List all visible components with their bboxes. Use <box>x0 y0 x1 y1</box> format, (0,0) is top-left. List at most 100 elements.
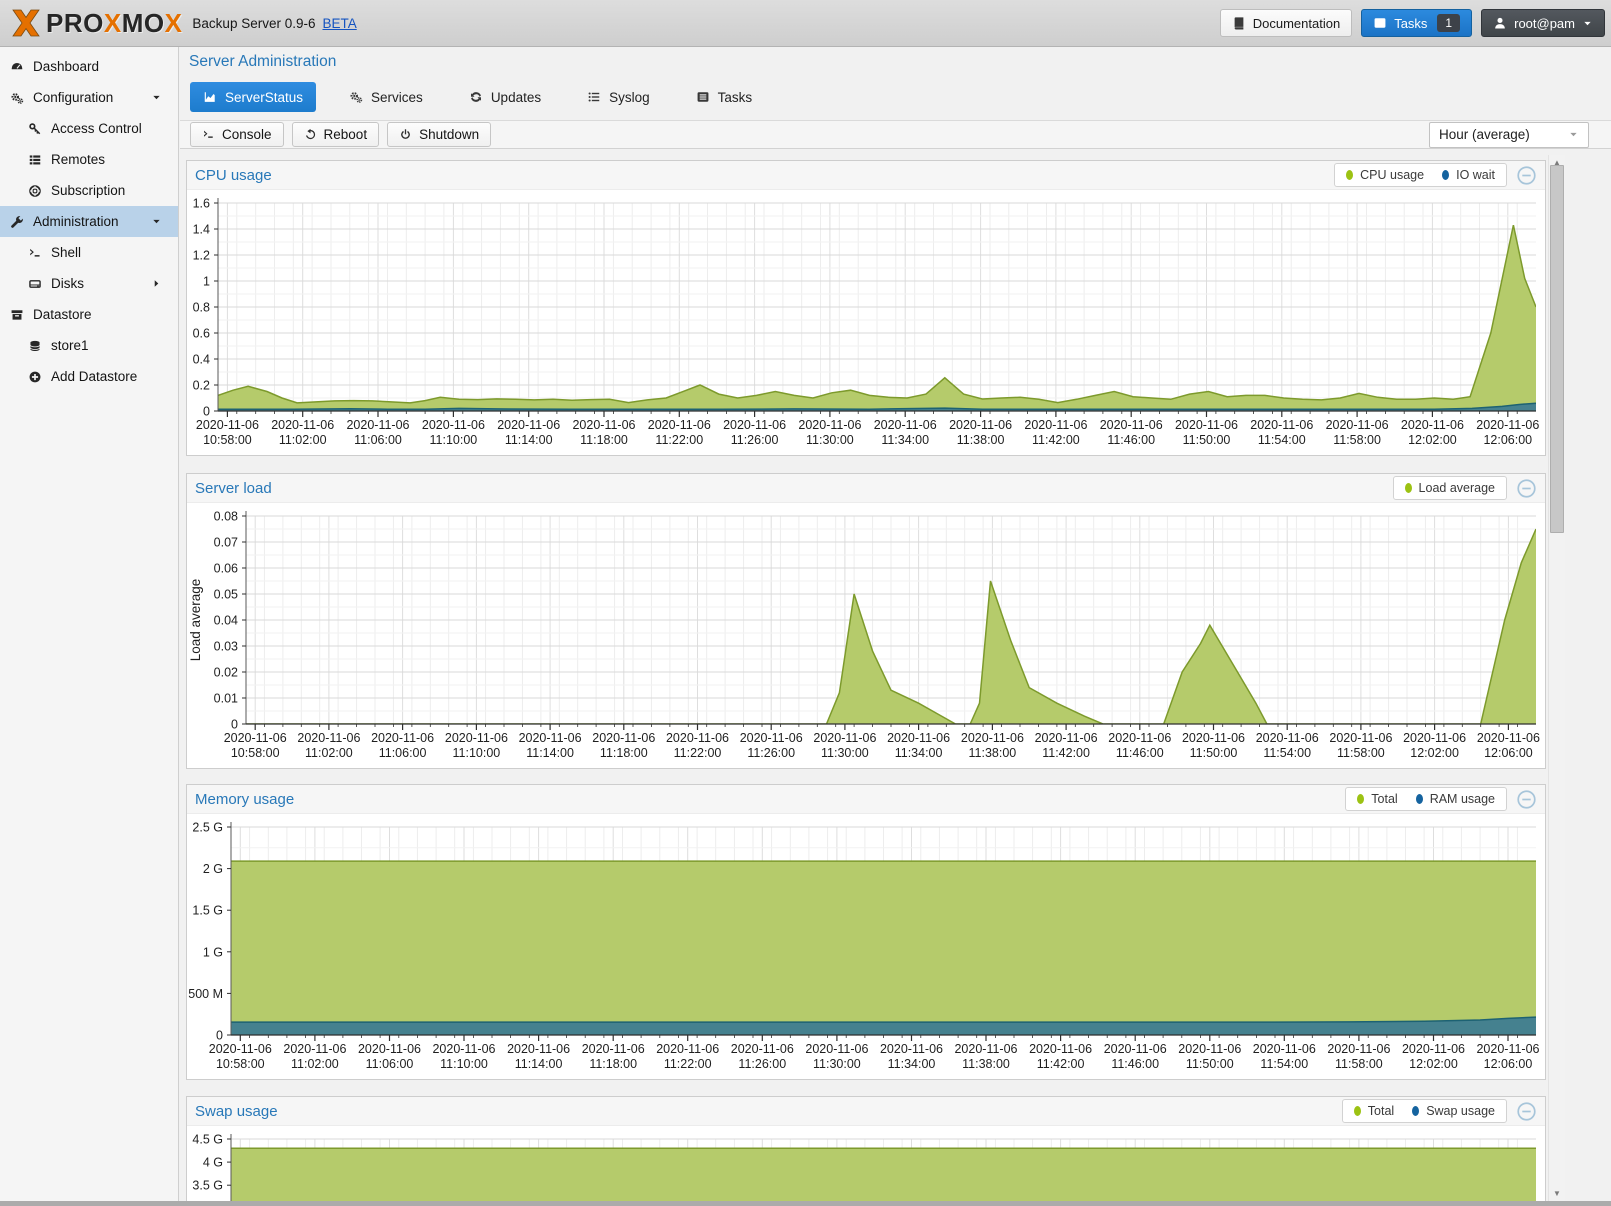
svg-text:11:34:00: 11:34:00 <box>881 433 929 447</box>
legend-item-io-wait[interactable]: IO wait <box>1442 168 1495 182</box>
power-icon <box>401 129 410 139</box>
svg-text:2020-11-06: 2020-11-06 <box>1175 418 1238 432</box>
window-bottom-edge <box>0 1201 1611 1206</box>
product-version: Backup Server 0.9-6 <box>192 15 316 31</box>
user-menu-button[interactable]: root@pam <box>1481 9 1605 37</box>
svg-text:2020-11-06: 2020-11-06 <box>805 1042 868 1056</box>
legend-dot <box>1357 794 1365 804</box>
sidebar-item-subscription[interactable]: Subscription <box>0 175 178 206</box>
beta-link[interactable]: BETA <box>322 15 357 31</box>
sidebar-item-administration[interactable]: Administration <box>0 206 178 237</box>
legend-dot <box>1412 1106 1420 1116</box>
svg-text:11:54:00: 11:54:00 <box>1263 746 1311 760</box>
svg-text:12:06:00: 12:06:00 <box>1483 433 1532 447</box>
svg-text:11:38:00: 11:38:00 <box>969 746 1017 760</box>
tasks-button[interactable]: Tasks 1 <box>1361 9 1473 37</box>
svg-text:11:42:00: 11:42:00 <box>1042 746 1090 760</box>
svg-text:12:06:00: 12:06:00 <box>1484 1057 1533 1071</box>
svg-text:2020-11-06: 2020-11-06 <box>519 731 582 745</box>
documentation-button[interactable]: Documentation <box>1219 9 1353 37</box>
svg-text:12:06:00: 12:06:00 <box>1484 746 1533 760</box>
swap-usage-panel-header: Swap usage Total Swap usage <box>187 1097 1545 1126</box>
svg-text:500 M: 500 M <box>188 987 223 1001</box>
timeframe-select[interactable]: Hour (average) <box>1429 121 1589 148</box>
vertical-scrollbar[interactable]: ▲ ▼ <box>1548 155 1565 1201</box>
svg-text:3.5 G: 3.5 G <box>192 1179 223 1193</box>
console-button[interactable]: Console <box>190 122 284 147</box>
shutdown-button[interactable]: Shutdown <box>387 122 492 147</box>
legend-item-total[interactable]: Total <box>1353 1104 1395 1118</box>
svg-text:2020-11-06: 2020-11-06 <box>1108 731 1171 745</box>
collapse-panel-icon[interactable] <box>1516 165 1537 186</box>
collapse-panel-icon[interactable] <box>1516 1101 1537 1122</box>
svg-text:0.02: 0.02 <box>214 666 238 680</box>
legend-label: Total <box>1367 1104 1395 1118</box>
legend-item-swap-usage[interactable]: Swap usage <box>1412 1104 1495 1118</box>
svg-text:2020-11-06: 2020-11-06 <box>1477 731 1540 745</box>
svg-text:11:58:00: 11:58:00 <box>1335 1057 1383 1071</box>
sidebar-item-label: Add Datastore <box>51 369 138 384</box>
refresh-icon <box>470 92 481 102</box>
svg-text:1.4: 1.4 <box>193 223 210 237</box>
svg-text:Load average: Load average <box>188 579 203 662</box>
svg-text:2020-11-06: 2020-11-06 <box>1327 1042 1390 1056</box>
legend-item-total[interactable]: Total <box>1357 792 1398 806</box>
sidebar-item-datastore[interactable]: Datastore <box>0 299 178 330</box>
svg-text:2020-11-06: 2020-11-06 <box>723 418 786 432</box>
legend-item-ram-usage[interactable]: RAM usage <box>1415 792 1495 806</box>
svg-text:2020-11-06: 2020-11-06 <box>572 418 635 432</box>
tab-serverstatus[interactable]: ServerStatus <box>190 82 317 112</box>
plus-circle-icon <box>29 371 41 382</box>
memory-usage-title: Memory usage <box>195 790 295 808</box>
tab-syslog[interactable]: Syslog <box>574 82 663 112</box>
scroll-down-arrow[interactable]: ▼ <box>1549 1186 1565 1201</box>
legend-dot <box>1442 170 1450 180</box>
tab-updates[interactable]: Updates <box>456 82 554 112</box>
svg-text:11:02:00: 11:02:00 <box>291 1057 339 1071</box>
collapse-panel-icon[interactable] <box>1516 789 1537 810</box>
user-icon <box>1495 17 1505 29</box>
svg-text:11:50:00: 11:50:00 <box>1190 746 1238 760</box>
sidebar-item-add-datastore[interactable]: Add Datastore <box>0 361 178 392</box>
memory-usage-panel: Memory usage Total RAM usage 0 500 M 1 G 1.5 G… <box>186 784 1546 1080</box>
sidebar-item-label: store1 <box>51 338 89 353</box>
svg-text:2020-11-06: 2020-11-06 <box>1178 1042 1241 1056</box>
timeframe-value: Hour (average) <box>1439 127 1530 142</box>
legend-item-cpu-usage[interactable]: CPU usage <box>1346 168 1424 182</box>
sidebar-item-configuration[interactable]: Configuration <box>0 82 178 113</box>
tab-label: Services <box>371 89 423 105</box>
scrollbar-thumb[interactable] <box>1550 165 1564 533</box>
svg-text:2020-11-06: 2020-11-06 <box>297 731 360 745</box>
sidebar-item-shell[interactable]: Shell <box>0 237 178 268</box>
sidebar-item-store1[interactable]: store1 <box>0 330 178 361</box>
svg-text:11:50:00: 11:50:00 <box>1183 433 1231 447</box>
legend-item-load-average[interactable]: Load average <box>1404 481 1495 495</box>
brand-letter-group: PRO <box>46 7 104 38</box>
reboot-button[interactable]: Reboot <box>291 122 380 147</box>
collapse-panel-icon[interactable] <box>1516 478 1537 499</box>
svg-text:0.4: 0.4 <box>193 353 210 367</box>
sidebar-item-disks[interactable]: Disks <box>0 268 178 299</box>
svg-text:2020-11-06: 2020-11-06 <box>1024 418 1087 432</box>
sidebar-item-remotes[interactable]: Remotes <box>0 144 178 175</box>
user-label: root@pam <box>1514 15 1575 31</box>
svg-text:2020-11-06: 2020-11-06 <box>371 731 434 745</box>
svg-text:10:58:00: 10:58:00 <box>231 746 280 760</box>
tab-services[interactable]: Services <box>336 82 436 112</box>
dashboard-icon <box>11 62 23 69</box>
sidebar-item-label: Configuration <box>33 90 114 105</box>
cpu-usage-chart: 00.20.40.60.811.21.41.62020-11-0610:58:0… <box>187 190 1545 455</box>
tab-tasks[interactable]: Tasks <box>683 82 766 112</box>
legend-label: IO wait <box>1456 168 1495 182</box>
sidebar-item-access-control[interactable]: Access Control <box>0 113 178 144</box>
sidebar-item-label: Remotes <box>51 152 106 167</box>
svg-text:1 G: 1 G <box>203 945 223 959</box>
svg-text:0.6: 0.6 <box>193 327 210 341</box>
svg-text:2020-11-06: 2020-11-06 <box>880 1042 943 1056</box>
toolbar: Console Reboot Shutdown Hour (average) <box>180 120 1611 149</box>
wrench-icon <box>11 215 23 228</box>
sidebar-item-dashboard[interactable]: Dashboard <box>0 51 178 82</box>
svg-text:2020-11-06: 2020-11-06 <box>1104 1042 1167 1056</box>
